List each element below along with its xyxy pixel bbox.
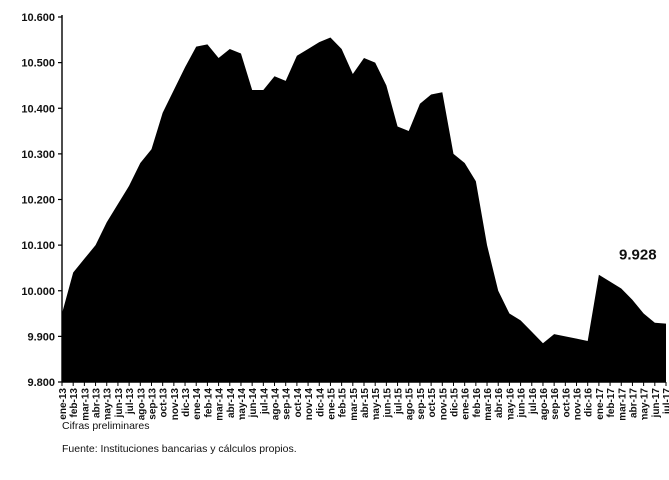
x-tick-label: dic-15 (449, 388, 460, 417)
x-tick-label: sep-14 (282, 388, 293, 420)
x-tick-label: mar-15 (349, 388, 360, 420)
x-tick-label: jul-17 (662, 388, 669, 416)
x-tick-label: abr-13 (92, 388, 103, 418)
chart: 9.800 9.900 10.000 10.100 10.200 10.300 10.400… (21, 12, 669, 420)
x-tick-label: abr-17 (628, 388, 639, 418)
x-tick-label: may-16 (505, 388, 516, 420)
x-tick-label: jun-16 (517, 388, 528, 419)
x-tick-label: feb-15 (338, 388, 349, 418)
y-tick-label: 9.800 (27, 377, 55, 389)
x-tick-label: feb-16 (472, 388, 483, 418)
x-tick-label: feb-14 (203, 388, 214, 418)
x-tick-label: sep-13 (147, 388, 158, 420)
x-tick-label: ago-15 (405, 388, 416, 420)
footnote-preliminary: Cifras preliminares (62, 420, 150, 432)
x-tick-label: feb-17 (606, 388, 617, 418)
x-tick-label: jul-16 (528, 388, 539, 416)
x-tick-label: nov-16 (573, 388, 584, 420)
x-tick-label: ago-14 (271, 388, 282, 420)
x-tick-label: jul-14 (259, 388, 270, 416)
x-tick-label: ene-14 (192, 388, 203, 420)
x-tick-label: dic-14 (315, 388, 326, 417)
x-tick-label: may-14 (237, 388, 248, 420)
x-tick-label: may-15 (371, 388, 382, 420)
x-tick-label: dic-13 (181, 388, 192, 417)
y-tick-label: 10.300 (21, 149, 55, 161)
x-tick-label: jun-17 (651, 388, 662, 419)
x-tick-label: jul-13 (125, 388, 136, 416)
x-tick-label: mar-17 (617, 388, 628, 420)
y-tick-label: 9.900 (27, 331, 55, 343)
x-tick-label: abr-14 (226, 388, 237, 418)
x-tick-label: oct-13 (159, 388, 170, 418)
area-layer (62, 37, 666, 382)
x-tick-label: jun-14 (248, 388, 259, 419)
x-tick-label: ene-16 (461, 388, 472, 420)
y-tick-label: 10.600 (21, 12, 55, 24)
x-tick-label: nov-13 (170, 388, 181, 420)
x-tick-label: jun-15 (382, 388, 393, 419)
x-tick-label: jun-13 (114, 388, 125, 419)
y-tick-label: 10.100 (21, 240, 55, 252)
x-tick-label: ene-17 (595, 388, 606, 420)
area-series (62, 37, 666, 382)
x-tick-label: ene-13 (58, 388, 69, 420)
x-tick-label: oct-15 (427, 388, 438, 418)
x-tick-label: mar-13 (80, 388, 91, 420)
x-tick-label: nov-14 (304, 388, 315, 420)
x-tick-label: abr-15 (360, 388, 371, 418)
x-tick-label: may-13 (103, 388, 114, 420)
x-tick-label: ago-13 (136, 388, 147, 420)
annotations: 9.928 (619, 247, 657, 264)
x-tick-label: jul-15 (394, 388, 405, 416)
y-tick-label: 10.500 (21, 58, 55, 70)
x-tick-label: feb-13 (69, 388, 80, 418)
data-label: 9.928 (619, 247, 657, 264)
x-tick-label: sep-15 (416, 388, 427, 420)
x-tick-label: abr-16 (494, 388, 505, 418)
x-tick-label: nov-15 (438, 388, 449, 420)
y-tick-label: 10.400 (21, 103, 55, 115)
x-tick-label: sep-16 (550, 388, 561, 420)
x-tick-labels: ene-13 feb-13 mar-13 abr-13 may-13 jun-13 jul-… (58, 382, 669, 420)
x-tick-label: oct-16 (561, 388, 572, 418)
x-tick-label: ago-16 (539, 388, 550, 420)
footnote-source: Fuente: Instituciones bancarias y cálcul… (62, 443, 297, 455)
y-tick-label: 10.000 (21, 286, 55, 298)
x-tick-label: mar-16 (483, 388, 494, 420)
y-tick-label: 10.200 (21, 195, 55, 207)
x-tick-label: ene-15 (326, 388, 337, 420)
x-tick-label: dic-16 (584, 388, 595, 417)
x-tick-label: may-17 (640, 388, 651, 420)
x-tick-label: mar-14 (215, 388, 226, 420)
x-tick-label: oct-14 (293, 388, 304, 418)
y-tick-labels: 9.800 9.900 10.000 10.100 10.200 10.300 10.400… (21, 12, 62, 389)
